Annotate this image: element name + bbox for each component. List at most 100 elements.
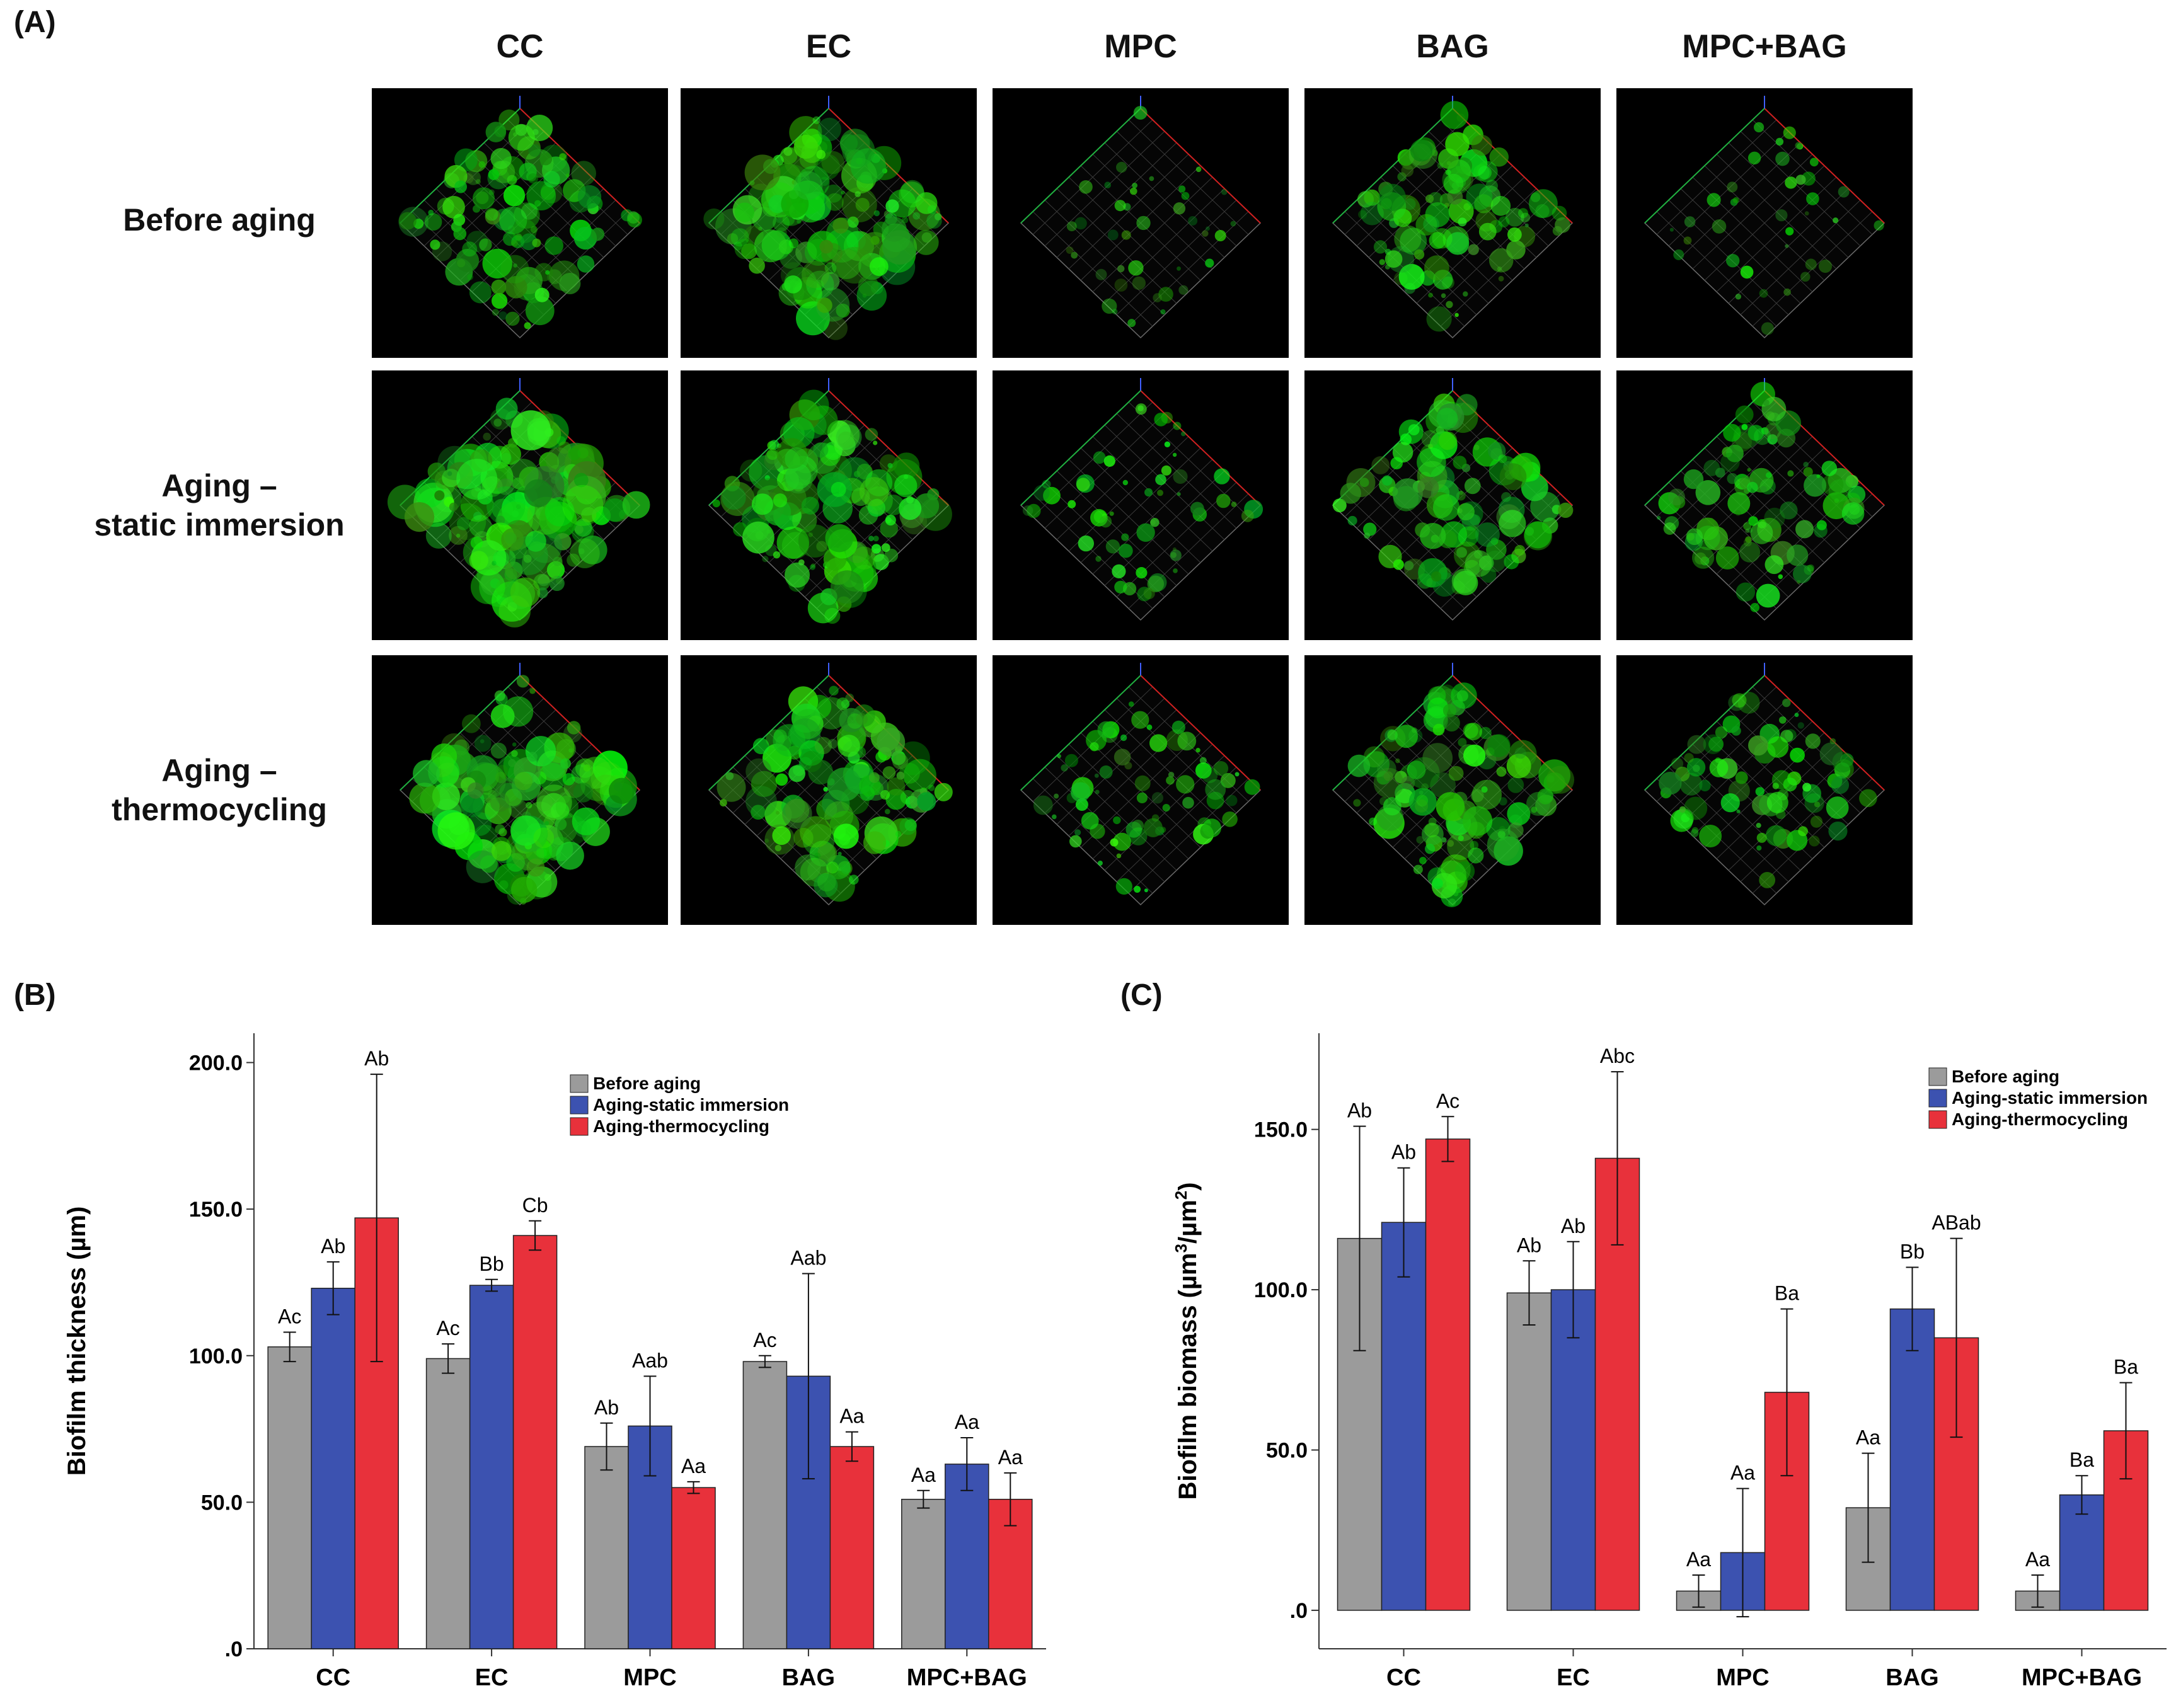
biofilm-3d-image — [1304, 655, 1601, 925]
y-tick-label: 50.0 — [1266, 1439, 1308, 1463]
data-label: Bb — [1900, 1240, 1925, 1263]
data-label: Ba — [2070, 1448, 2094, 1471]
legend-swatch — [1928, 1110, 1947, 1129]
row-header-line: Before aging — [123, 202, 316, 238]
bar — [584, 1446, 629, 1649]
bar — [267, 1346, 312, 1649]
column-header: MPC+BAG — [1682, 28, 1847, 65]
y-tick-label: .0 — [1290, 1599, 1308, 1623]
data-label: Aab — [790, 1246, 826, 1269]
data-label: Ac — [278, 1305, 301, 1328]
legend-swatch — [570, 1096, 589, 1115]
biofilm-3d-image — [993, 370, 1289, 640]
biofilm-3d-image — [681, 88, 977, 358]
column-header: CC — [496, 28, 544, 65]
chart-c: .0 50.0 100.0 150.0 Biofilm biomass (µm3/µm2… — [1171, 1033, 2167, 1691]
bar — [425, 1358, 471, 1649]
x-tick-label: MPC — [623, 1665, 676, 1691]
bar — [1889, 1308, 1935, 1611]
bar — [512, 1235, 558, 1649]
legend-label: Aging-static immersion — [593, 1095, 789, 1115]
data-label: Ab — [1517, 1234, 1541, 1256]
row-header-line: static immersion — [94, 507, 345, 542]
data-label: Ab — [1347, 1099, 1372, 1122]
data-label: Ac — [753, 1329, 776, 1351]
row-header-line: Aging – — [161, 468, 277, 503]
data-label: Ab — [1391, 1141, 1416, 1164]
biofilm-3d-image — [681, 655, 977, 925]
data-label: Aa — [911, 1464, 936, 1486]
panel-c-label: (C) — [1120, 978, 1163, 1012]
data-label: Ab — [364, 1047, 389, 1070]
bar — [1550, 1289, 1596, 1611]
biofilm-3d-image — [372, 655, 668, 925]
data-label: Aa — [839, 1405, 864, 1428]
bar — [469, 1285, 514, 1649]
legend-swatch — [570, 1074, 589, 1093]
y-tick-label: 200.0 — [189, 1052, 243, 1075]
data-label: Ba — [1775, 1282, 1799, 1305]
data-label: Abc — [1600, 1045, 1635, 1067]
row-header: Before aging — [87, 200, 352, 239]
data-label: Cb — [522, 1194, 548, 1217]
data-label: Ab — [1561, 1215, 1586, 1237]
row-header: Aging – static immersion — [87, 466, 352, 544]
data-label: Aa — [1686, 1548, 1711, 1571]
biofilm-3d-image — [993, 88, 1289, 358]
column-header: BAG — [1416, 28, 1489, 65]
data-label: Aa — [1856, 1426, 1880, 1449]
y-tick-label: 150.0 — [1254, 1118, 1308, 1142]
legend-swatch — [1928, 1067, 1947, 1086]
data-label: Ac — [1436, 1089, 1459, 1112]
data-label: Aa — [681, 1455, 706, 1477]
column-header: EC — [805, 28, 852, 65]
x-tick-label: EC — [475, 1665, 509, 1691]
legend-label: Aging-static immersion — [1952, 1088, 2148, 1108]
panel-a-label: (A) — [14, 6, 56, 39]
bar — [1381, 1222, 1427, 1611]
x-tick-label: MPC — [1716, 1665, 1769, 1691]
biofilm-3d-image — [372, 88, 668, 358]
y-axis-label-part: /µm — [1174, 1200, 1202, 1244]
bar — [742, 1361, 788, 1649]
row-header: Aging – thermocycling — [87, 751, 352, 829]
legend-label: Before aging — [593, 1074, 701, 1093]
data-label: Ab — [321, 1235, 345, 1258]
biofilm-3d-image — [1304, 370, 1601, 640]
y-tick-label: 100.0 — [1254, 1278, 1308, 1302]
biofilm-3d-image — [681, 370, 977, 640]
x-tick-label: MPC+BAG — [2022, 1665, 2142, 1691]
row-header-line: Aging – — [161, 753, 277, 788]
legend-label: Before aging — [1952, 1067, 2059, 1086]
bar — [901, 1498, 946, 1649]
x-tick-label: BAG — [1885, 1665, 1938, 1691]
data-label: Aab — [632, 1349, 668, 1372]
data-label: Aa — [955, 1411, 979, 1433]
y-axis-label: Biofilm thickness (µm) — [63, 1206, 91, 1476]
bar — [1764, 1392, 1810, 1611]
data-label: Aa — [2025, 1548, 2050, 1571]
legend-swatch — [1928, 1089, 1947, 1108]
data-label: Ba — [2114, 1356, 2138, 1378]
data-label: Aa — [1730, 1462, 1755, 1484]
bar — [671, 1487, 716, 1649]
data-label: Bb — [480, 1252, 504, 1275]
chart-b: .0 50.0 100.0 150.0 200.0 Biofilm thickness (… — [63, 1033, 1046, 1691]
data-label: Aa — [998, 1446, 1023, 1469]
y-tick-label: 50.0 — [201, 1491, 243, 1515]
data-label: Ab — [594, 1396, 619, 1419]
biofilm-3d-image — [372, 370, 668, 640]
legend-swatch — [570, 1117, 589, 1136]
x-tick-label: MPC+BAG — [907, 1665, 1027, 1691]
column-header: MPC — [1104, 28, 1177, 65]
y-tick-label: 100.0 — [189, 1344, 243, 1368]
y-tick-label: 150.0 — [189, 1198, 243, 1222]
biofilm-3d-image — [1304, 88, 1601, 358]
y-axis-label-part: 3 — [1171, 1244, 1190, 1252]
biofilm-3d-image — [993, 655, 1289, 925]
x-tick-label: CC — [1386, 1665, 1421, 1691]
y-axis-label-part: Biofilm biomass (µm — [1174, 1253, 1202, 1500]
legend-label: Aging-thermocycling — [593, 1116, 769, 1136]
x-tick-label: CC — [316, 1665, 350, 1691]
row-header-line: thermocycling — [112, 792, 327, 827]
